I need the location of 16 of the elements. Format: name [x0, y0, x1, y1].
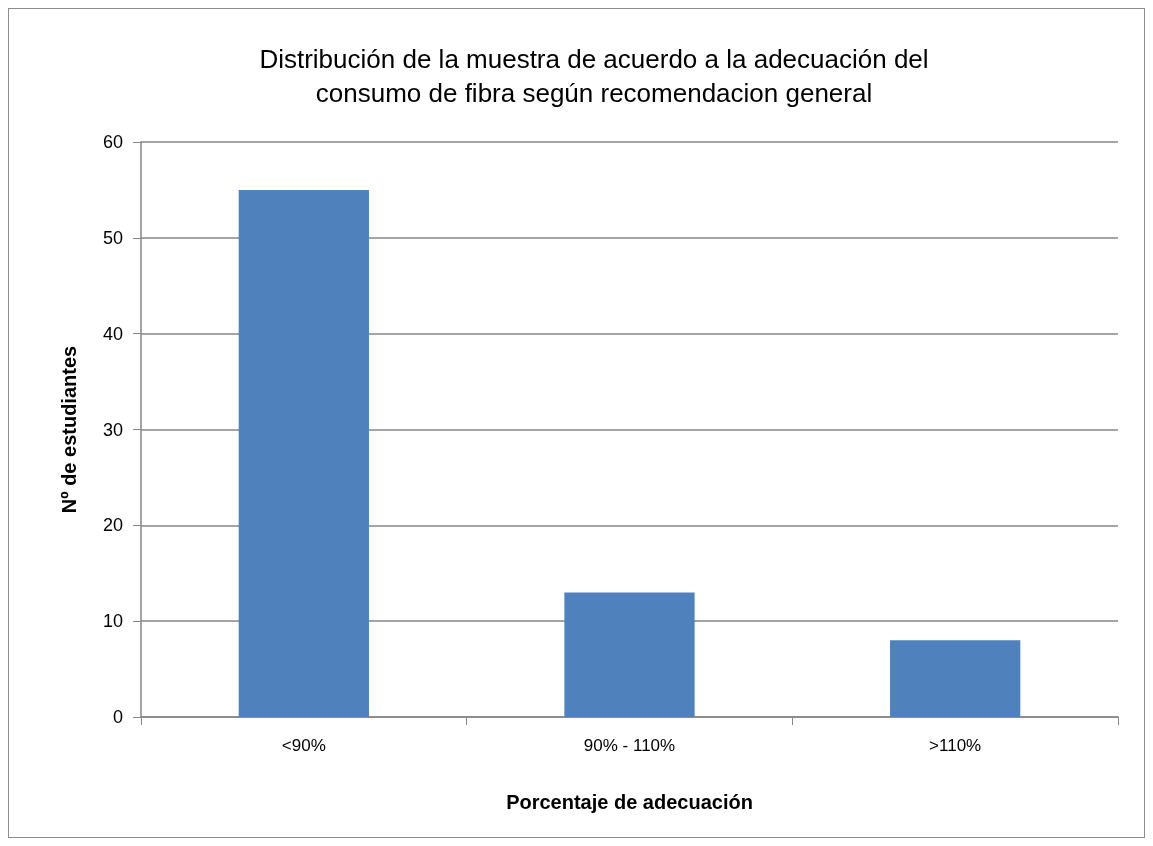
bar [564, 592, 695, 717]
x-tick-label: >110% [929, 736, 982, 755]
y-tick-label: 10 [102, 611, 123, 632]
y-tick-label: 30 [102, 419, 123, 440]
x-axis-title: Porcentaje de adecuación [506, 791, 753, 813]
x-tick-label: 90% - 110% [583, 736, 676, 755]
x-tick-label: <90% [281, 736, 326, 755]
chart-title: Distribución de la muestra de acuerdo a la adecuación del consumo de fibra según recomendacion general [259, 44, 929, 108]
y-tick-label: 0 [112, 707, 123, 727]
y-tick-label: 40 [102, 323, 123, 344]
y-tick-label: 20 [102, 515, 123, 536]
bar [890, 640, 1021, 717]
y-tick-label: 60 [102, 132, 123, 152]
y-axis-title: Nº de estudiantes [58, 345, 80, 514]
bar [238, 189, 369, 717]
y-tick-label: 50 [102, 227, 123, 248]
